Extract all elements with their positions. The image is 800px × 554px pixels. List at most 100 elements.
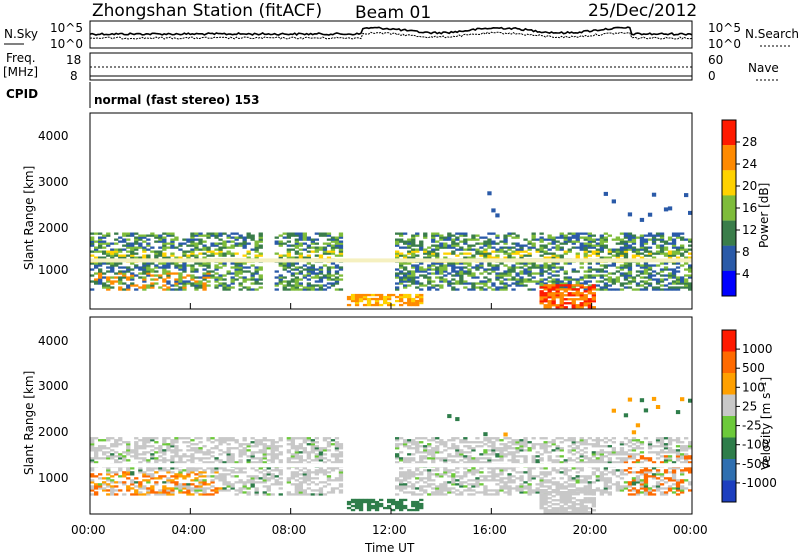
heatmap-cell (688, 270, 693, 273)
heatmap-cell (206, 248, 211, 251)
heatmap-cell (178, 282, 183, 285)
heatmap-cell (126, 244, 131, 247)
heatmap-cell (631, 276, 637, 279)
heatmap-cell (684, 256, 689, 259)
heatmap-cell (206, 262, 211, 265)
heatmap-cell (639, 398, 645, 403)
heatmap-cell (294, 244, 299, 247)
heatmap-cell (531, 447, 536, 450)
heatmap-cell (106, 469, 111, 472)
heatmap-cell (563, 495, 568, 498)
heatmap-cell (483, 276, 488, 279)
heatmap-cell (527, 491, 532, 494)
heatmap-cell (619, 268, 625, 271)
heatmap-cell (587, 443, 592, 446)
heatmap-cell (334, 240, 340, 243)
heatmap-cell (455, 270, 460, 273)
heatmap-cell (90, 232, 95, 235)
heatmap-cell (290, 473, 295, 476)
heatmap-cell (547, 252, 552, 255)
heatmap-cell (302, 489, 307, 492)
heatmap-cell (399, 475, 404, 478)
heatmap-cell (94, 493, 99, 496)
heatmap-cell (178, 244, 183, 247)
heatmap-cell (663, 242, 669, 245)
heatmap-cell (455, 489, 460, 492)
vel-ytick-1000: 1000 (38, 471, 69, 485)
heatmap-cell (427, 276, 432, 279)
heatmap-cell (515, 244, 520, 247)
heatmap-cell (511, 278, 516, 281)
heatmap-cell (479, 479, 484, 482)
heatmap-cell (627, 455, 633, 458)
heatmap-cell (330, 250, 336, 253)
heatmap-cell (671, 242, 677, 245)
heatmap-cell (174, 437, 179, 440)
heatmap-cell (607, 493, 612, 496)
heatmap-cell (102, 282, 107, 285)
heatmap-cell (258, 481, 263, 484)
heatmap-cell (306, 288, 311, 291)
heatmap-cell (535, 483, 540, 486)
heatmap-cell (210, 493, 215, 496)
heatmap-cell (106, 467, 111, 470)
heatmap-cell (94, 453, 99, 456)
heatmap-cell (198, 437, 203, 440)
heatmap-cell (238, 445, 243, 448)
heatmap-cell (326, 266, 332, 269)
heatmap-cell (551, 286, 556, 289)
heatmap-cell (451, 252, 456, 255)
heatmap-cell (130, 262, 135, 265)
heatmap-cell (226, 236, 231, 239)
heatmap-cell (146, 487, 151, 490)
heatmap-cell (567, 276, 572, 279)
heatmap-cell (194, 244, 199, 247)
heatmap-cell (579, 481, 584, 484)
heatmap-cell (519, 449, 524, 452)
heatmap-cell (583, 481, 588, 484)
heatmap-cell (354, 297, 360, 301)
heatmap-cell (254, 457, 259, 460)
heatmap-cell (555, 280, 560, 283)
heatmap-cell (254, 250, 259, 253)
heatmap-cell (338, 236, 344, 239)
heatmap-cell (399, 502, 404, 506)
heatmap-cell (647, 278, 653, 281)
heatmap-cell (611, 461, 616, 464)
heatmap-cell (684, 455, 689, 458)
heatmap-cell (611, 471, 616, 474)
heatmap-cell (138, 485, 143, 488)
heatmap-cell (310, 240, 315, 243)
heatmap-cell (326, 276, 332, 279)
heatmap-cell (503, 274, 508, 277)
heatmap-cell (515, 284, 520, 287)
heatmap-cell (174, 455, 179, 458)
heatmap-cell (214, 242, 219, 245)
heatmap-cell (607, 471, 612, 474)
heatmap-cell (310, 447, 315, 450)
heatmap-cell (250, 276, 255, 279)
heatmap-cell (222, 284, 227, 287)
heatmap-cell (370, 506, 376, 510)
heatmap-cell (688, 467, 693, 470)
heatmap-cell (651, 270, 657, 273)
heatmap-cell (310, 477, 315, 480)
heatmap-cell (635, 471, 641, 474)
heatmap-cell (639, 483, 645, 486)
heatmap-cell (294, 487, 299, 490)
heatmap-cell (278, 451, 283, 454)
heatmap-cell (435, 489, 440, 492)
heatmap-cell (106, 286, 111, 289)
heatmap-cell (399, 293, 404, 297)
heatmap-cell (138, 471, 143, 474)
heatmap-cell (146, 286, 151, 289)
heatmap-cell (619, 461, 625, 464)
heatmap-cell (515, 441, 520, 444)
heatmap-cell (671, 238, 677, 241)
heatmap-cell (599, 280, 604, 283)
heatmap-cell (535, 272, 540, 275)
heatmap-cell (98, 262, 103, 265)
heatmap-cell (142, 272, 147, 275)
heatmap-cell (559, 236, 564, 239)
heatmap-cell (186, 238, 191, 241)
